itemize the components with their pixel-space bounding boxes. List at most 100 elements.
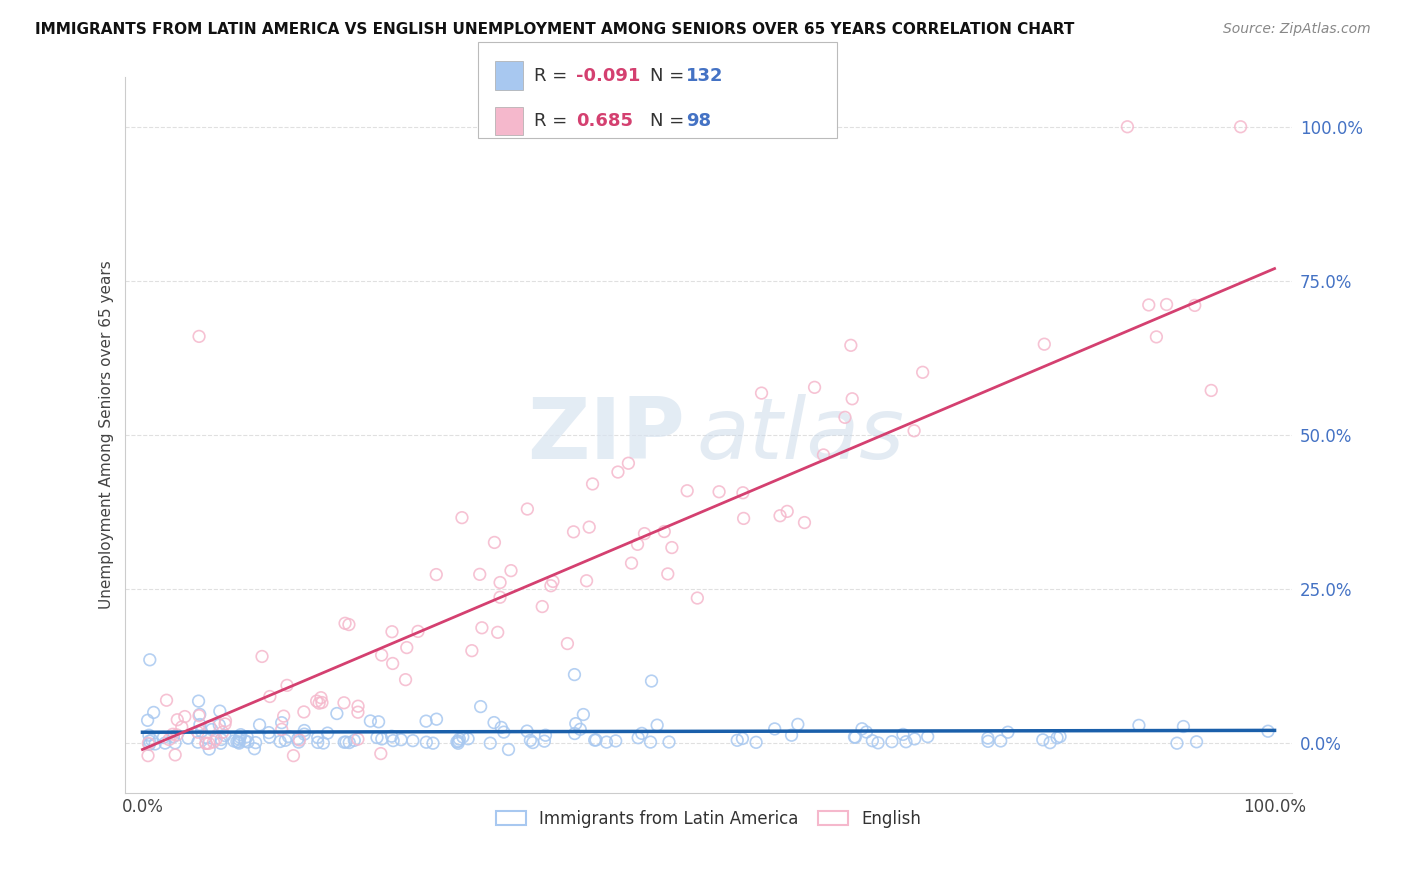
Point xyxy=(287,731,309,746)
Point xyxy=(531,599,554,614)
Point xyxy=(780,728,803,742)
Point xyxy=(139,653,162,667)
Point xyxy=(605,734,627,748)
Point xyxy=(173,709,195,723)
Point xyxy=(486,625,509,640)
Text: IMMIGRANTS FROM LATIN AMERICA VS ENGLISH UNEMPLOYMENT AMONG SENIORS OVER 65 YEAR: IMMIGRANTS FROM LATIN AMERICA VS ENGLISH… xyxy=(35,22,1074,37)
Point xyxy=(402,733,425,747)
Point xyxy=(308,696,330,710)
Point xyxy=(382,733,405,747)
Point xyxy=(307,735,329,749)
Point xyxy=(1032,732,1054,747)
Point xyxy=(911,365,934,379)
Point xyxy=(389,732,412,747)
Point xyxy=(222,734,245,748)
Point xyxy=(891,727,914,741)
Point xyxy=(136,748,159,763)
Point xyxy=(572,707,595,722)
Point xyxy=(479,736,502,750)
Point xyxy=(188,708,211,723)
Point xyxy=(288,733,311,747)
Point xyxy=(451,730,474,744)
Point xyxy=(162,727,184,741)
Point xyxy=(860,733,883,747)
Point xyxy=(228,735,250,749)
Point xyxy=(451,510,474,524)
Point xyxy=(707,484,730,499)
Point xyxy=(977,731,1000,745)
Point xyxy=(1229,120,1251,134)
Point xyxy=(309,690,332,705)
Point xyxy=(839,338,862,352)
Point xyxy=(209,736,232,750)
Point xyxy=(447,736,470,750)
Point xyxy=(851,722,873,736)
Point xyxy=(270,715,292,730)
Point xyxy=(1039,736,1062,750)
Point xyxy=(645,718,668,732)
Point xyxy=(841,392,863,406)
Point xyxy=(162,730,184,744)
Point xyxy=(541,574,564,589)
Y-axis label: Unemployment Among Seniors over 65 years: Unemployment Among Seniors over 65 years xyxy=(100,260,114,609)
Point xyxy=(1185,735,1208,749)
Text: 0.685: 0.685 xyxy=(576,112,634,130)
Point xyxy=(187,694,209,708)
Point xyxy=(482,715,505,730)
Point xyxy=(522,735,544,749)
Point xyxy=(337,735,360,749)
Point xyxy=(243,741,266,756)
Point xyxy=(381,624,404,639)
Point xyxy=(257,725,280,739)
Text: N =: N = xyxy=(650,112,689,130)
Point xyxy=(209,732,232,747)
Point xyxy=(347,705,370,719)
Point xyxy=(1257,724,1279,739)
Point xyxy=(194,731,217,745)
Point xyxy=(763,722,786,736)
Point xyxy=(228,736,250,750)
Point xyxy=(152,731,174,745)
Point xyxy=(578,520,600,534)
Point xyxy=(292,723,315,738)
Point xyxy=(569,723,592,737)
Point xyxy=(725,733,748,747)
Point xyxy=(276,678,298,692)
Point xyxy=(564,667,586,681)
Point xyxy=(484,535,506,549)
Point xyxy=(311,696,333,710)
Point xyxy=(990,734,1012,748)
Point xyxy=(471,621,494,635)
Point xyxy=(731,485,754,500)
Point xyxy=(491,721,513,735)
Point xyxy=(575,574,598,588)
Point xyxy=(516,724,538,739)
Point xyxy=(283,748,305,763)
Point xyxy=(190,724,212,739)
Point xyxy=(214,714,236,728)
Text: -0.091: -0.091 xyxy=(576,67,641,85)
Point xyxy=(195,736,218,750)
Point xyxy=(138,734,160,748)
Point xyxy=(1137,298,1160,312)
Point xyxy=(769,508,792,523)
Point xyxy=(211,725,233,739)
Point xyxy=(540,579,562,593)
Point xyxy=(776,504,799,518)
Point xyxy=(250,649,273,664)
Point xyxy=(270,723,292,737)
Point xyxy=(658,735,681,749)
Point xyxy=(617,456,640,470)
Point xyxy=(136,736,159,750)
Point xyxy=(287,735,309,749)
Point xyxy=(585,733,607,747)
Point xyxy=(516,502,538,516)
Point xyxy=(273,709,295,723)
Point xyxy=(652,524,675,539)
Point xyxy=(803,380,825,394)
Point xyxy=(245,736,267,750)
Point xyxy=(855,725,877,739)
Point xyxy=(844,730,866,744)
Point xyxy=(153,736,176,750)
Point xyxy=(731,731,754,746)
